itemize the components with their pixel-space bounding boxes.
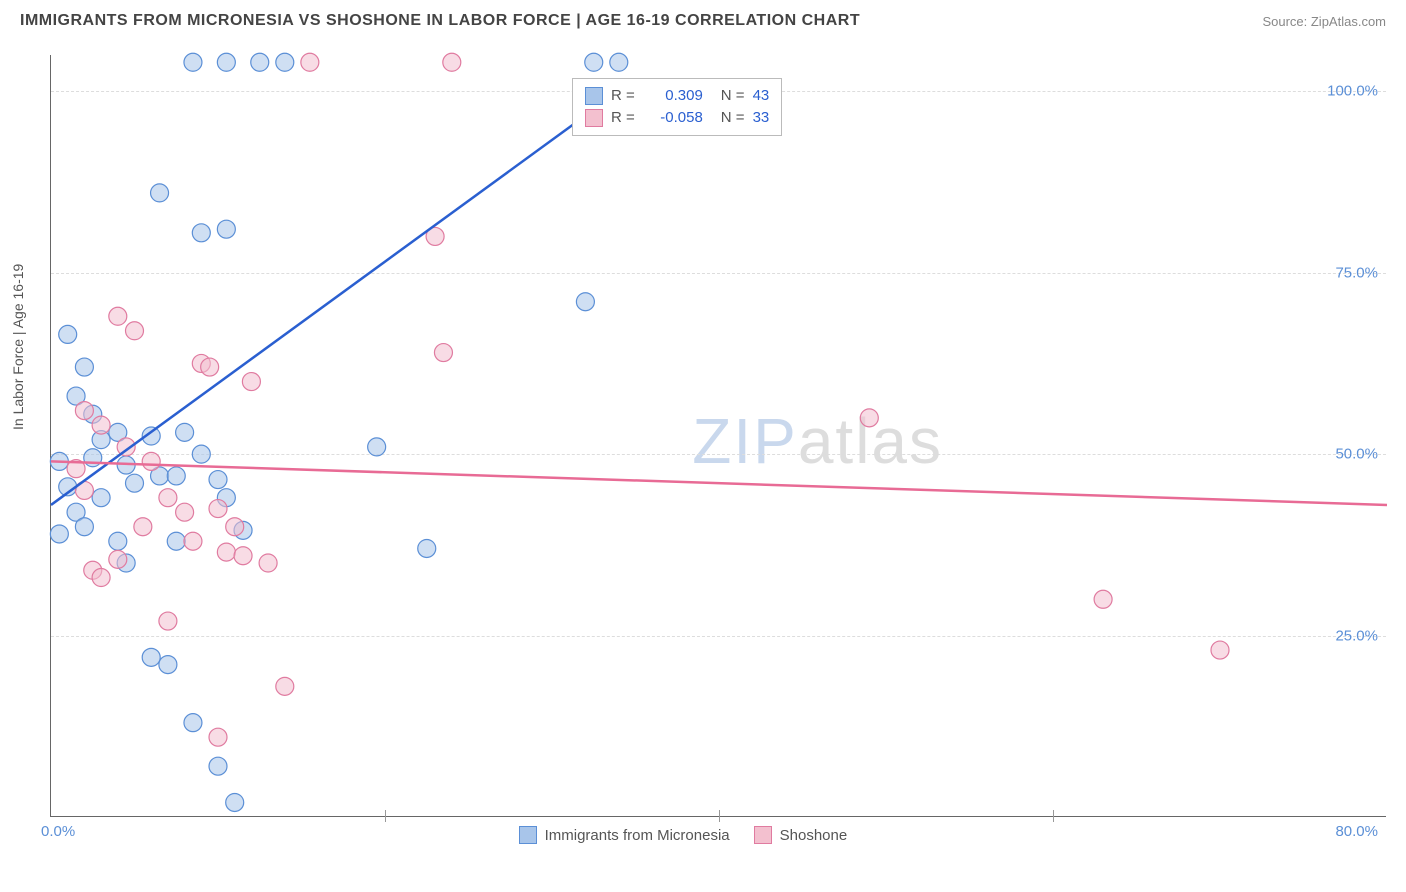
n-value: 33: [753, 109, 770, 126]
data-point: [126, 322, 144, 340]
scatter-svg: [51, 55, 1386, 816]
n-value: 43: [753, 87, 770, 104]
correlation-stats-box: R = 0.309 N = 43 R = -0.058 N = 33: [572, 78, 782, 136]
x-tick-mark: [719, 810, 720, 822]
trend-line: [51, 91, 619, 505]
data-point: [860, 409, 878, 427]
data-point: [226, 518, 244, 536]
data-point: [159, 612, 177, 630]
legend-label: Shoshone: [780, 827, 848, 844]
r-label: R =: [611, 87, 635, 104]
data-point: [209, 728, 227, 746]
r-value: -0.058: [643, 109, 703, 126]
series-legend: Immigrants from Micronesia Shoshone: [519, 826, 848, 844]
data-point: [75, 358, 93, 376]
data-point: [184, 53, 202, 71]
r-label: R =: [611, 109, 635, 126]
data-point: [368, 438, 386, 456]
stats-row: R = 0.309 N = 43: [585, 85, 769, 107]
stats-row: R = -0.058 N = 33: [585, 107, 769, 129]
data-point: [301, 53, 319, 71]
data-point: [151, 184, 169, 202]
x-tick-label: 0.0%: [41, 823, 75, 840]
data-point: [109, 550, 127, 568]
y-tick-label: 100.0%: [1327, 83, 1378, 100]
source-label: Source: ZipAtlas.com: [1262, 14, 1386, 29]
x-tick-mark: [1053, 810, 1054, 822]
data-point: [184, 532, 202, 550]
data-point: [1094, 590, 1112, 608]
data-point: [167, 467, 185, 485]
y-tick-label: 25.0%: [1335, 627, 1378, 644]
data-point: [217, 53, 235, 71]
data-point: [234, 547, 252, 565]
data-point: [50, 525, 68, 543]
series-swatch: [585, 87, 603, 105]
data-point: [259, 554, 277, 572]
data-point: [585, 53, 603, 71]
data-point: [242, 373, 260, 391]
legend-item: Immigrants from Micronesia: [519, 826, 730, 844]
data-point: [434, 344, 452, 362]
data-point: [276, 677, 294, 695]
data-point: [109, 532, 127, 550]
chart-plot-area: ZIPatlas R =0.309N =43R =-0.058N =33 Imm…: [50, 55, 1386, 817]
r-value: 0.309: [643, 87, 703, 104]
data-point: [184, 714, 202, 732]
y-tick-label: 75.0%: [1335, 264, 1378, 281]
data-point: [142, 648, 160, 666]
data-point: [126, 474, 144, 492]
data-point: [201, 358, 219, 376]
data-point: [276, 53, 294, 71]
data-point: [251, 53, 269, 71]
data-point: [92, 489, 110, 507]
data-point: [134, 518, 152, 536]
data-point: [443, 53, 461, 71]
data-point: [192, 445, 210, 463]
data-point: [418, 539, 436, 557]
data-point: [159, 489, 177, 507]
n-label: N =: [721, 109, 745, 126]
data-point: [576, 293, 594, 311]
chart-title: IMMIGRANTS FROM MICRONESIA VS SHOSHONE I…: [20, 12, 860, 30]
data-point: [92, 416, 110, 434]
legend-item: Shoshone: [754, 826, 848, 844]
y-axis-label: In Labor Force | Age 16-19: [10, 264, 26, 430]
data-point: [59, 325, 77, 343]
data-point: [1211, 641, 1229, 659]
data-point: [92, 569, 110, 587]
x-tick-label: 80.0%: [1335, 823, 1378, 840]
legend-swatch: [754, 826, 772, 844]
y-tick-label: 50.0%: [1335, 446, 1378, 463]
data-point: [75, 518, 93, 536]
data-point: [142, 452, 160, 470]
legend-swatch: [519, 826, 537, 844]
data-point: [217, 220, 235, 238]
data-point: [209, 500, 227, 518]
x-tick-mark: [385, 810, 386, 822]
legend-label: Immigrants from Micronesia: [545, 827, 730, 844]
data-point: [192, 224, 210, 242]
series-swatch: [585, 109, 603, 127]
data-point: [109, 307, 127, 325]
data-point: [159, 656, 177, 674]
data-point: [610, 53, 628, 71]
n-label: N =: [721, 87, 745, 104]
data-point: [209, 757, 227, 775]
data-point: [167, 532, 185, 550]
data-point: [209, 471, 227, 489]
data-point: [226, 793, 244, 811]
data-point: [176, 423, 194, 441]
data-point: [217, 543, 235, 561]
data-point: [75, 402, 93, 420]
data-point: [176, 503, 194, 521]
trend-line: [51, 461, 1387, 505]
